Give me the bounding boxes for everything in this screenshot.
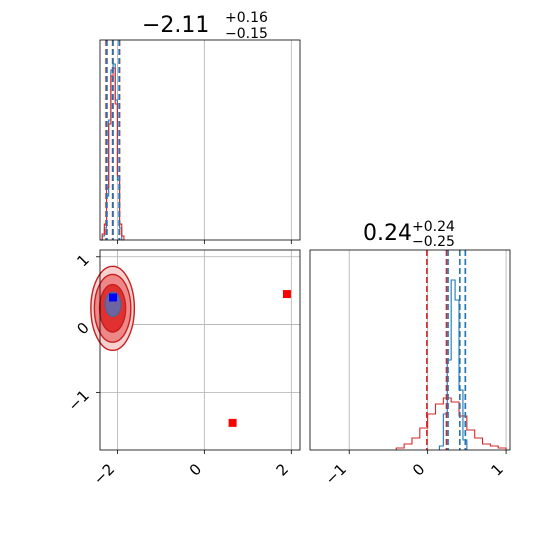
panel-c-frame bbox=[309, 249, 511, 451]
title-param-2: 0.24 bbox=[363, 221, 412, 246]
joint-scatter-panel: −2 0 2 −1 0 1 bbox=[64, 249, 301, 488]
panel-c-xtick-label: −1 bbox=[322, 460, 350, 488]
panel-b-xtick-label: −2 bbox=[90, 460, 118, 488]
panel-c-xtick-label: 1 bbox=[487, 460, 506, 479]
marginal-hist-param-1 bbox=[99, 39, 301, 244]
title-param-2-minus: −0.25 bbox=[412, 234, 455, 250]
marginal-hist-param-2: −1 0 1 bbox=[309, 249, 511, 488]
title-param-2-plus: +0.24 bbox=[412, 219, 455, 235]
marker-point bbox=[228, 418, 237, 427]
marker-point bbox=[109, 293, 118, 302]
title-param-1: −2.11 bbox=[142, 13, 209, 38]
title-param-1-minus: −0.15 bbox=[225, 26, 268, 42]
panel-b-frame bbox=[99, 249, 301, 451]
panel-b-xtick-label: 2 bbox=[273, 460, 292, 479]
marker-point bbox=[282, 290, 291, 299]
panel-b-ytick-label: −1 bbox=[64, 386, 92, 414]
panel-b-ytick-label: 0 bbox=[73, 319, 92, 338]
panel-c-xtick-label: 0 bbox=[409, 460, 428, 479]
hist-series-param-2 bbox=[395, 397, 507, 450]
panel-b-ytick-label: 1 bbox=[73, 251, 92, 270]
title-param-1-plus: +0.16 bbox=[225, 10, 268, 26]
panel-a-frame bbox=[99, 39, 301, 241]
hist-series-param-2 bbox=[438, 279, 468, 450]
panel-b-xtick-label: 0 bbox=[186, 460, 205, 479]
